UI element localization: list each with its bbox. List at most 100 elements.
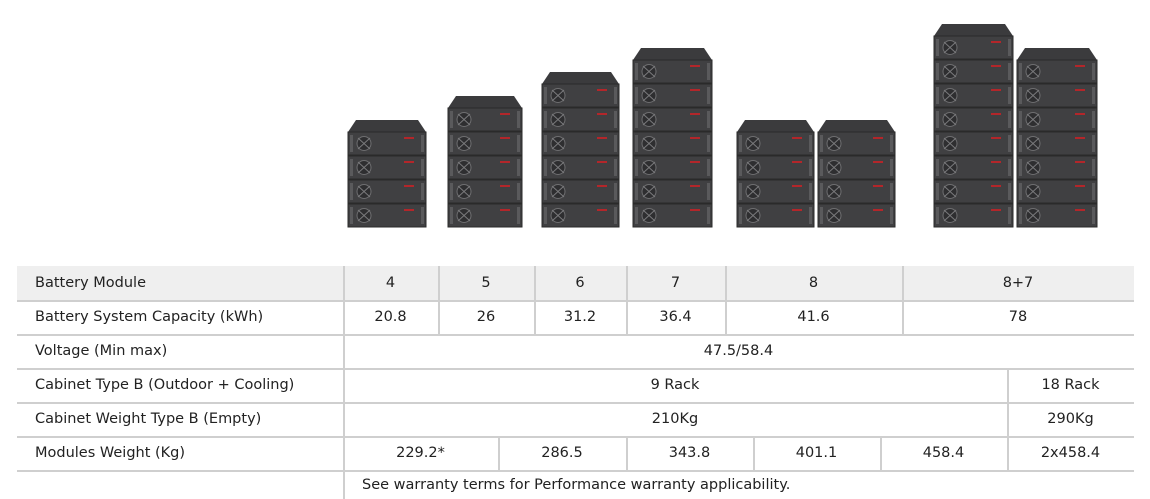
module-handle (936, 111, 939, 128)
status-mark (1075, 113, 1085, 115)
module-handle (1092, 159, 1095, 176)
fan-grill (642, 161, 656, 174)
module-handle (614, 135, 617, 152)
module-handle (936, 87, 939, 104)
status-mark (792, 185, 802, 187)
status-mark (792, 161, 802, 163)
status-mark (404, 209, 414, 211)
cell-divider (498, 436, 500, 470)
module-handle (450, 207, 453, 224)
cell-divider (343, 368, 345, 402)
module-handle (517, 135, 520, 152)
cell-value: 286.5 (541, 445, 583, 461)
cell-divider (343, 266, 345, 300)
module-handle (820, 183, 823, 200)
status-mark (690, 137, 700, 139)
module-handle (1092, 183, 1095, 200)
module-handle (635, 207, 638, 224)
module-handle (1092, 63, 1095, 80)
cell-value: 458.4 (922, 445, 965, 461)
fan-grill (642, 113, 656, 126)
row-label: Battery System Capacity (kWh) (35, 309, 264, 325)
module-handle (1092, 135, 1095, 152)
fan-grill (1026, 65, 1040, 78)
module-handle (544, 183, 547, 200)
fan-grill (827, 185, 841, 198)
fan-grill (642, 65, 656, 78)
status-mark (690, 65, 700, 67)
row-label: Modules Weight (Kg) (35, 445, 186, 461)
cell-divider (902, 300, 904, 334)
module-handle (809, 207, 812, 224)
module-handle (820, 159, 823, 176)
module-handle (739, 207, 742, 224)
cell-divider (534, 300, 536, 334)
status-mark (1075, 185, 1085, 187)
fan-grill (943, 65, 957, 78)
module-handle (1008, 207, 1011, 224)
cell-value: 78 (1008, 309, 1028, 325)
cell-value: 8 (808, 275, 819, 291)
module-handle (809, 135, 812, 152)
cell-divider (725, 300, 727, 334)
fan-grill (457, 137, 471, 150)
module-handle (1008, 159, 1011, 176)
module-handle (1008, 183, 1011, 200)
module-handle (635, 87, 638, 104)
status-mark (1075, 89, 1085, 91)
module-handle (1019, 63, 1022, 80)
rack-cap (542, 72, 619, 84)
fan-grill (1026, 161, 1040, 174)
row-divider (17, 334, 1134, 336)
module-handle (1019, 159, 1022, 176)
row-divider (17, 402, 1134, 404)
row-divider (17, 436, 1134, 438)
status-mark (873, 137, 883, 139)
cell-divider (1007, 402, 1009, 436)
fan-grill (827, 161, 841, 174)
module-handle (936, 207, 939, 224)
status-mark (873, 209, 883, 211)
status-mark (991, 185, 1001, 187)
status-mark (873, 185, 883, 187)
status-mark (690, 161, 700, 163)
row-divider (17, 368, 1134, 370)
module-handle (614, 207, 617, 224)
cell-divider (753, 436, 755, 470)
module-handle (614, 111, 617, 128)
module-handle (517, 207, 520, 224)
module-handle (421, 183, 424, 200)
module-handle (544, 111, 547, 128)
fan-grill (943, 185, 957, 198)
status-mark (404, 185, 414, 187)
module-handle (450, 183, 453, 200)
cell-divider (343, 470, 345, 499)
module-handle (1008, 63, 1011, 80)
status-mark (991, 41, 1001, 43)
row-divider (17, 300, 1134, 302)
module-handle (421, 207, 424, 224)
module-handle (350, 159, 353, 176)
status-mark (1075, 209, 1085, 211)
module-handle (1019, 183, 1022, 200)
status-mark (1075, 137, 1085, 139)
rack-cap (348, 120, 426, 132)
status-mark (597, 137, 607, 139)
fan-grill (457, 185, 471, 198)
module-handle (635, 183, 638, 200)
module-handle (544, 135, 547, 152)
cell-divider (343, 334, 345, 368)
module-handle (635, 135, 638, 152)
cell-divider (725, 266, 727, 300)
cell-divider (438, 300, 440, 334)
module-handle (635, 63, 638, 80)
module-handle (1008, 39, 1011, 56)
cell-divider (626, 436, 628, 470)
row-background (17, 266, 1134, 300)
fan-grill (551, 161, 565, 174)
status-mark (404, 161, 414, 163)
fan-grill (642, 137, 656, 150)
status-mark (500, 185, 510, 187)
module-handle (707, 159, 710, 176)
